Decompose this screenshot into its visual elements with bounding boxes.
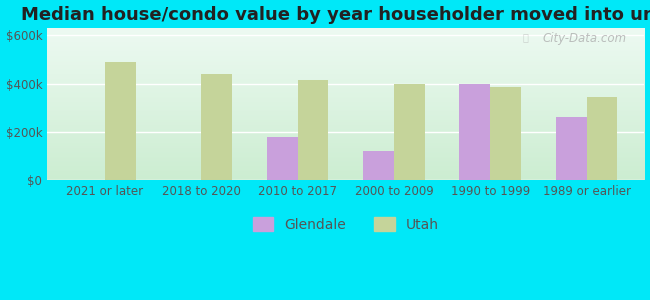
Bar <box>363 151 394 180</box>
Bar <box>490 87 521 180</box>
Bar <box>460 84 490 180</box>
Bar <box>266 137 298 180</box>
Bar <box>105 62 136 180</box>
Bar <box>298 80 328 180</box>
Legend: Glendale, Utah: Glendale, Utah <box>247 212 445 238</box>
Text: City-Data.com: City-Data.com <box>542 32 627 46</box>
Bar <box>394 84 424 180</box>
Bar <box>587 97 618 180</box>
Bar <box>202 74 232 180</box>
Text: 🔍: 🔍 <box>522 32 528 42</box>
Title: Median house/condo value by year householder moved into unit: Median house/condo value by year househo… <box>21 6 650 24</box>
Bar <box>556 117 587 180</box>
